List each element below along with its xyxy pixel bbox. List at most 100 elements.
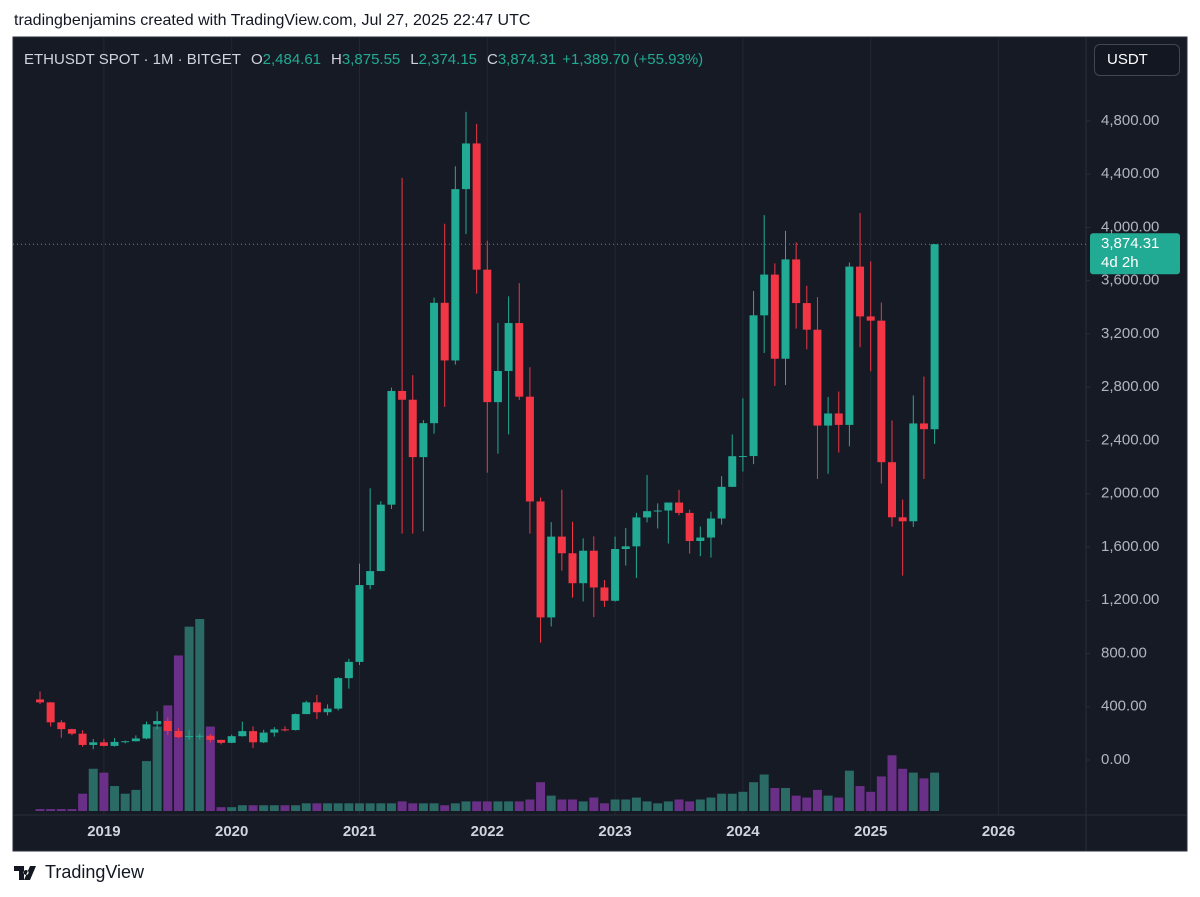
last-price-label: 3,874.31 bbox=[1101, 235, 1159, 252]
volume-bar bbox=[323, 803, 333, 811]
legend-key: H bbox=[331, 51, 342, 68]
candle-body bbox=[728, 456, 737, 487]
candle-body bbox=[408, 399, 417, 458]
volume-bar bbox=[557, 799, 567, 811]
candle-body bbox=[121, 741, 130, 743]
candle-body bbox=[919, 423, 928, 430]
volume-bar bbox=[759, 774, 769, 811]
candle-body bbox=[89, 742, 98, 745]
volume-bar bbox=[482, 801, 492, 811]
candle-body bbox=[99, 742, 108, 746]
candle-body bbox=[302, 702, 311, 715]
ohlc-legend: ETHUSDT SPOT · 1M · BITGET O2,484.61 H3,87… bbox=[24, 51, 703, 68]
candle-body bbox=[749, 315, 758, 457]
volume-bar bbox=[450, 803, 460, 811]
candle-body bbox=[142, 724, 151, 739]
volume-bar bbox=[216, 807, 226, 811]
candle-body bbox=[781, 259, 790, 359]
chart-panel bbox=[12, 36, 1188, 852]
volume-bar bbox=[866, 791, 876, 811]
candle-body bbox=[557, 536, 566, 554]
volume-bar bbox=[312, 803, 322, 811]
candle-body bbox=[813, 329, 822, 426]
candle-body bbox=[67, 729, 76, 734]
volume-bar bbox=[749, 782, 759, 811]
volume-bar bbox=[237, 805, 247, 811]
candle-body bbox=[440, 302, 449, 361]
volume-bar bbox=[344, 803, 354, 811]
volume-bar bbox=[802, 797, 812, 811]
x-tick-label: 2021 bbox=[343, 823, 376, 840]
volume-bar bbox=[844, 770, 854, 811]
candle-body bbox=[888, 462, 896, 518]
candle-body bbox=[217, 739, 226, 743]
x-tick-label: 2024 bbox=[726, 823, 760, 840]
x-tick-label: 2020 bbox=[215, 823, 248, 840]
y-tick-label: 1,600.00 bbox=[1101, 538, 1159, 555]
volume-bar bbox=[227, 807, 237, 811]
candle-body bbox=[376, 504, 385, 572]
candle-body bbox=[36, 699, 44, 703]
caption: tradingbenjamins created with TradingVie… bbox=[14, 12, 531, 29]
candle-body bbox=[280, 729, 289, 731]
candle-body bbox=[845, 266, 854, 425]
candle-body bbox=[249, 731, 257, 743]
volume-bar bbox=[120, 793, 130, 811]
volume-bar bbox=[685, 801, 695, 811]
volume-bar bbox=[525, 799, 535, 811]
volume-bar bbox=[631, 797, 641, 811]
volume-bar bbox=[99, 772, 109, 811]
candle-body bbox=[323, 708, 332, 713]
candle-body bbox=[643, 511, 652, 518]
y-tick-label: 2,400.00 bbox=[1101, 431, 1159, 448]
volume-bar bbox=[887, 755, 897, 811]
volume-bar bbox=[386, 803, 396, 811]
volume-bar bbox=[67, 809, 77, 811]
volume-bar bbox=[333, 803, 343, 811]
y-tick-label: 1,200.00 bbox=[1101, 591, 1159, 608]
candle-body bbox=[568, 553, 577, 584]
volume-bar bbox=[429, 803, 439, 811]
volume-bar bbox=[365, 803, 375, 811]
volume-bar bbox=[440, 805, 450, 811]
volume-bar bbox=[610, 799, 620, 811]
candle-body bbox=[174, 730, 183, 738]
candle-body bbox=[355, 585, 364, 662]
candle-body bbox=[856, 266, 865, 317]
candle-body bbox=[259, 732, 268, 743]
volume-bar bbox=[717, 793, 727, 811]
candle-body bbox=[536, 501, 545, 618]
volume-bar bbox=[898, 768, 908, 811]
currency-button[interactable]: USDT bbox=[1094, 44, 1180, 76]
candle-body bbox=[664, 502, 673, 511]
candle-body bbox=[334, 678, 343, 709]
candle-body bbox=[206, 735, 215, 740]
legend-key: C bbox=[487, 51, 498, 68]
candle-body bbox=[227, 736, 236, 743]
volume-bar bbox=[930, 772, 940, 811]
candle-body bbox=[653, 510, 662, 512]
y-tick-label: 3,200.00 bbox=[1101, 325, 1159, 342]
candle-body bbox=[493, 370, 502, 403]
candle-body bbox=[195, 735, 204, 737]
x-tick-label: 2022 bbox=[471, 823, 504, 840]
volume-bar bbox=[727, 793, 737, 811]
volume-bar bbox=[418, 803, 428, 811]
volume-bar bbox=[568, 799, 577, 811]
volume-bar bbox=[248, 805, 258, 811]
change: +1,389.70 (+55.93%) bbox=[562, 51, 704, 68]
y-tick-label: 4,800.00 bbox=[1101, 112, 1159, 129]
volume-bar bbox=[695, 799, 705, 811]
volume-bar bbox=[546, 795, 556, 811]
volume-bar bbox=[163, 705, 173, 811]
legend-value: 3,874.31 bbox=[497, 51, 557, 68]
candle-body bbox=[866, 316, 875, 321]
volume-bar bbox=[110, 786, 120, 811]
brand: TradingView bbox=[45, 862, 145, 882]
volume-bar bbox=[461, 801, 471, 811]
candle-body bbox=[504, 323, 513, 371]
volume-bar bbox=[291, 805, 301, 811]
ohlc: O2,484.61 H3,875.55 L2,374.15 C3,874.31 bbox=[241, 51, 556, 68]
volume-bar bbox=[35, 809, 45, 811]
